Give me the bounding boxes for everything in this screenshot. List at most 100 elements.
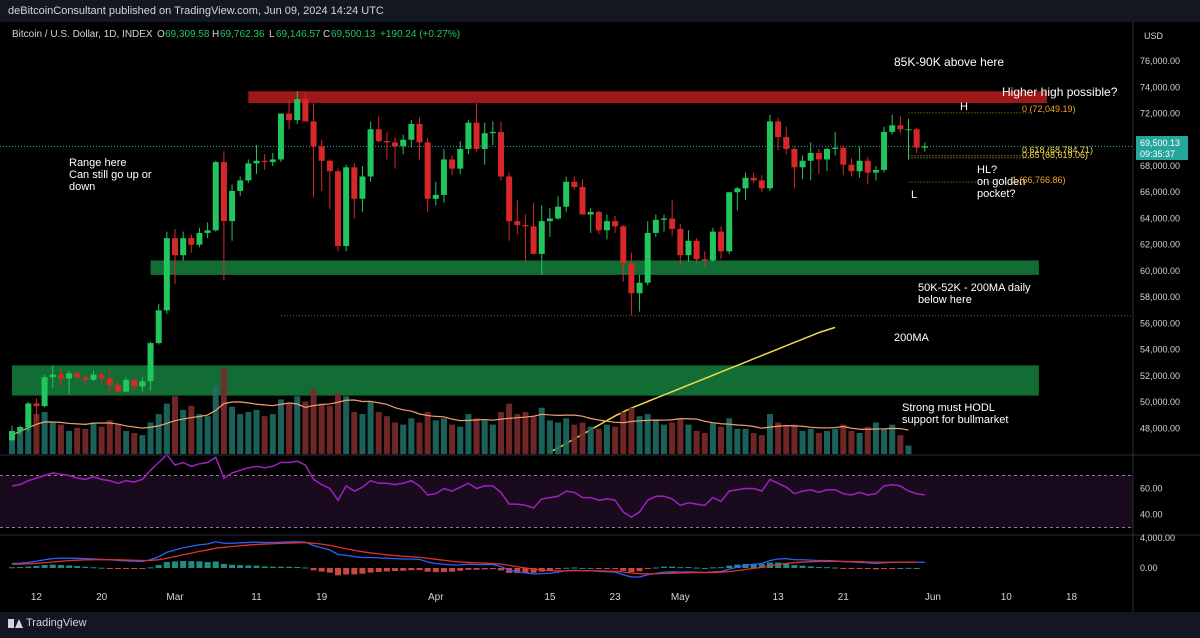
price-tick-label: 62,000.00	[1140, 240, 1180, 250]
macd-histogram-bar	[856, 568, 863, 569]
footer-bar	[0, 612, 1200, 638]
volume-bar	[343, 396, 350, 454]
candle-body	[815, 152, 822, 160]
candle-body	[383, 141, 390, 143]
macd-histogram-bar	[913, 568, 920, 569]
candle-body	[172, 238, 178, 256]
ohlc-change: +190.24 (+0.27%)	[380, 29, 460, 40]
volume-bar	[766, 414, 773, 454]
volume-bar	[114, 424, 121, 454]
volume-bar	[530, 416, 537, 454]
volume-bar	[799, 430, 806, 454]
macd-histogram-bar	[628, 568, 635, 573]
candle-body	[872, 169, 879, 173]
candle-body	[416, 124, 423, 143]
volume-bar	[294, 396, 301, 454]
macd-histogram-bar	[530, 568, 537, 573]
volume-bar	[897, 435, 904, 454]
volume-bar	[66, 430, 73, 454]
candle-body	[563, 181, 570, 207]
macd-histogram-bar	[457, 568, 464, 571]
annotation-hodl-2: support for bullmarket	[902, 414, 1008, 426]
tradingview-logo[interactable]: TradingView	[8, 617, 87, 629]
candle-body	[106, 378, 113, 386]
volume-bar	[889, 424, 896, 454]
candle-body	[856, 160, 863, 172]
macd-histogram-bar	[726, 565, 733, 568]
volume-bar	[57, 424, 64, 454]
annotation-zone-50k-2: below here	[918, 294, 972, 306]
volume-bar	[856, 433, 863, 454]
candle-body	[351, 167, 358, 199]
ohlc-high-label: H	[212, 29, 219, 40]
volume-bar	[286, 403, 293, 454]
volume-bar	[652, 420, 659, 454]
ohlc-close: 69,500.13	[331, 29, 376, 40]
volume-bar	[571, 424, 578, 454]
volume-bar	[905, 445, 912, 454]
volume-bar	[750, 433, 757, 454]
volume-bar	[163, 403, 170, 454]
candle-body	[921, 146, 928, 148]
macd-histogram-bar	[196, 561, 203, 568]
volume-bar	[579, 422, 586, 454]
ma200-line	[549, 326, 836, 453]
macd-histogram-bar	[277, 566, 284, 568]
volume-bar	[326, 405, 333, 454]
volume-bar	[277, 399, 284, 454]
volume-bar	[693, 430, 700, 454]
macd-histogram-bar	[587, 567, 594, 569]
macd-histogram-bar	[212, 561, 219, 568]
volume-bar	[848, 430, 855, 454]
candle-body	[261, 160, 268, 163]
price-tick-label: 58,000.00	[1140, 292, 1180, 302]
volume-bar	[375, 412, 382, 454]
macd-histogram-bar	[180, 560, 187, 568]
candle-body	[783, 137, 790, 149]
macd-histogram-bar	[807, 566, 814, 568]
candle-body	[481, 133, 488, 149]
volume-bar	[498, 412, 504, 454]
ohlc-low-label: L	[269, 29, 275, 40]
candle-body	[196, 232, 203, 245]
volume-bar	[25, 420, 32, 454]
candle-body	[286, 113, 293, 121]
volume-bar	[840, 424, 847, 454]
macd-histogram-bar	[98, 567, 105, 569]
macd-histogram-bar	[636, 568, 643, 572]
candle-body	[742, 177, 749, 189]
candle-body	[905, 129, 912, 131]
macd-histogram-bar	[351, 568, 358, 575]
macd-histogram-bar	[383, 568, 390, 572]
time-tick-label: 10	[1001, 592, 1013, 603]
volume-bar	[351, 412, 358, 454]
candle-body	[766, 121, 773, 189]
macd-histogram-bar	[709, 567, 716, 569]
volume-bar	[775, 422, 782, 454]
candle-body	[473, 122, 480, 149]
price-tick-label: 66,000.00	[1140, 187, 1180, 197]
time-tick-label: 11	[251, 592, 262, 603]
volume-bar	[229, 406, 236, 454]
symbol-title[interactable]: Bitcoin / U.S. Dollar, 1D, INDEX	[12, 29, 153, 40]
price-tick-label: 52,000.00	[1140, 371, 1180, 381]
rsi-band	[0, 475, 1133, 528]
ohlc-low: 69,146.57	[276, 29, 321, 40]
macd-histogram-bar	[799, 565, 806, 568]
macd-histogram-bar	[734, 564, 741, 568]
publish-line: deBitcoinConsultant published on Trading…	[8, 5, 384, 17]
macd-histogram-bar	[245, 565, 252, 568]
volume-bar	[17, 427, 24, 454]
volume-bar	[335, 393, 341, 454]
volume-bar	[555, 422, 562, 454]
macd-histogram-bar	[498, 568, 504, 571]
volume-bar	[546, 420, 553, 454]
candle-body	[644, 232, 651, 283]
candle-body	[726, 192, 733, 252]
macd-histogram-bar	[652, 567, 659, 569]
currency-label[interactable]: USD	[1144, 31, 1164, 41]
macd-histogram-bar	[620, 568, 627, 571]
macd-histogram-bar	[432, 568, 439, 573]
candle-body	[9, 431, 15, 441]
